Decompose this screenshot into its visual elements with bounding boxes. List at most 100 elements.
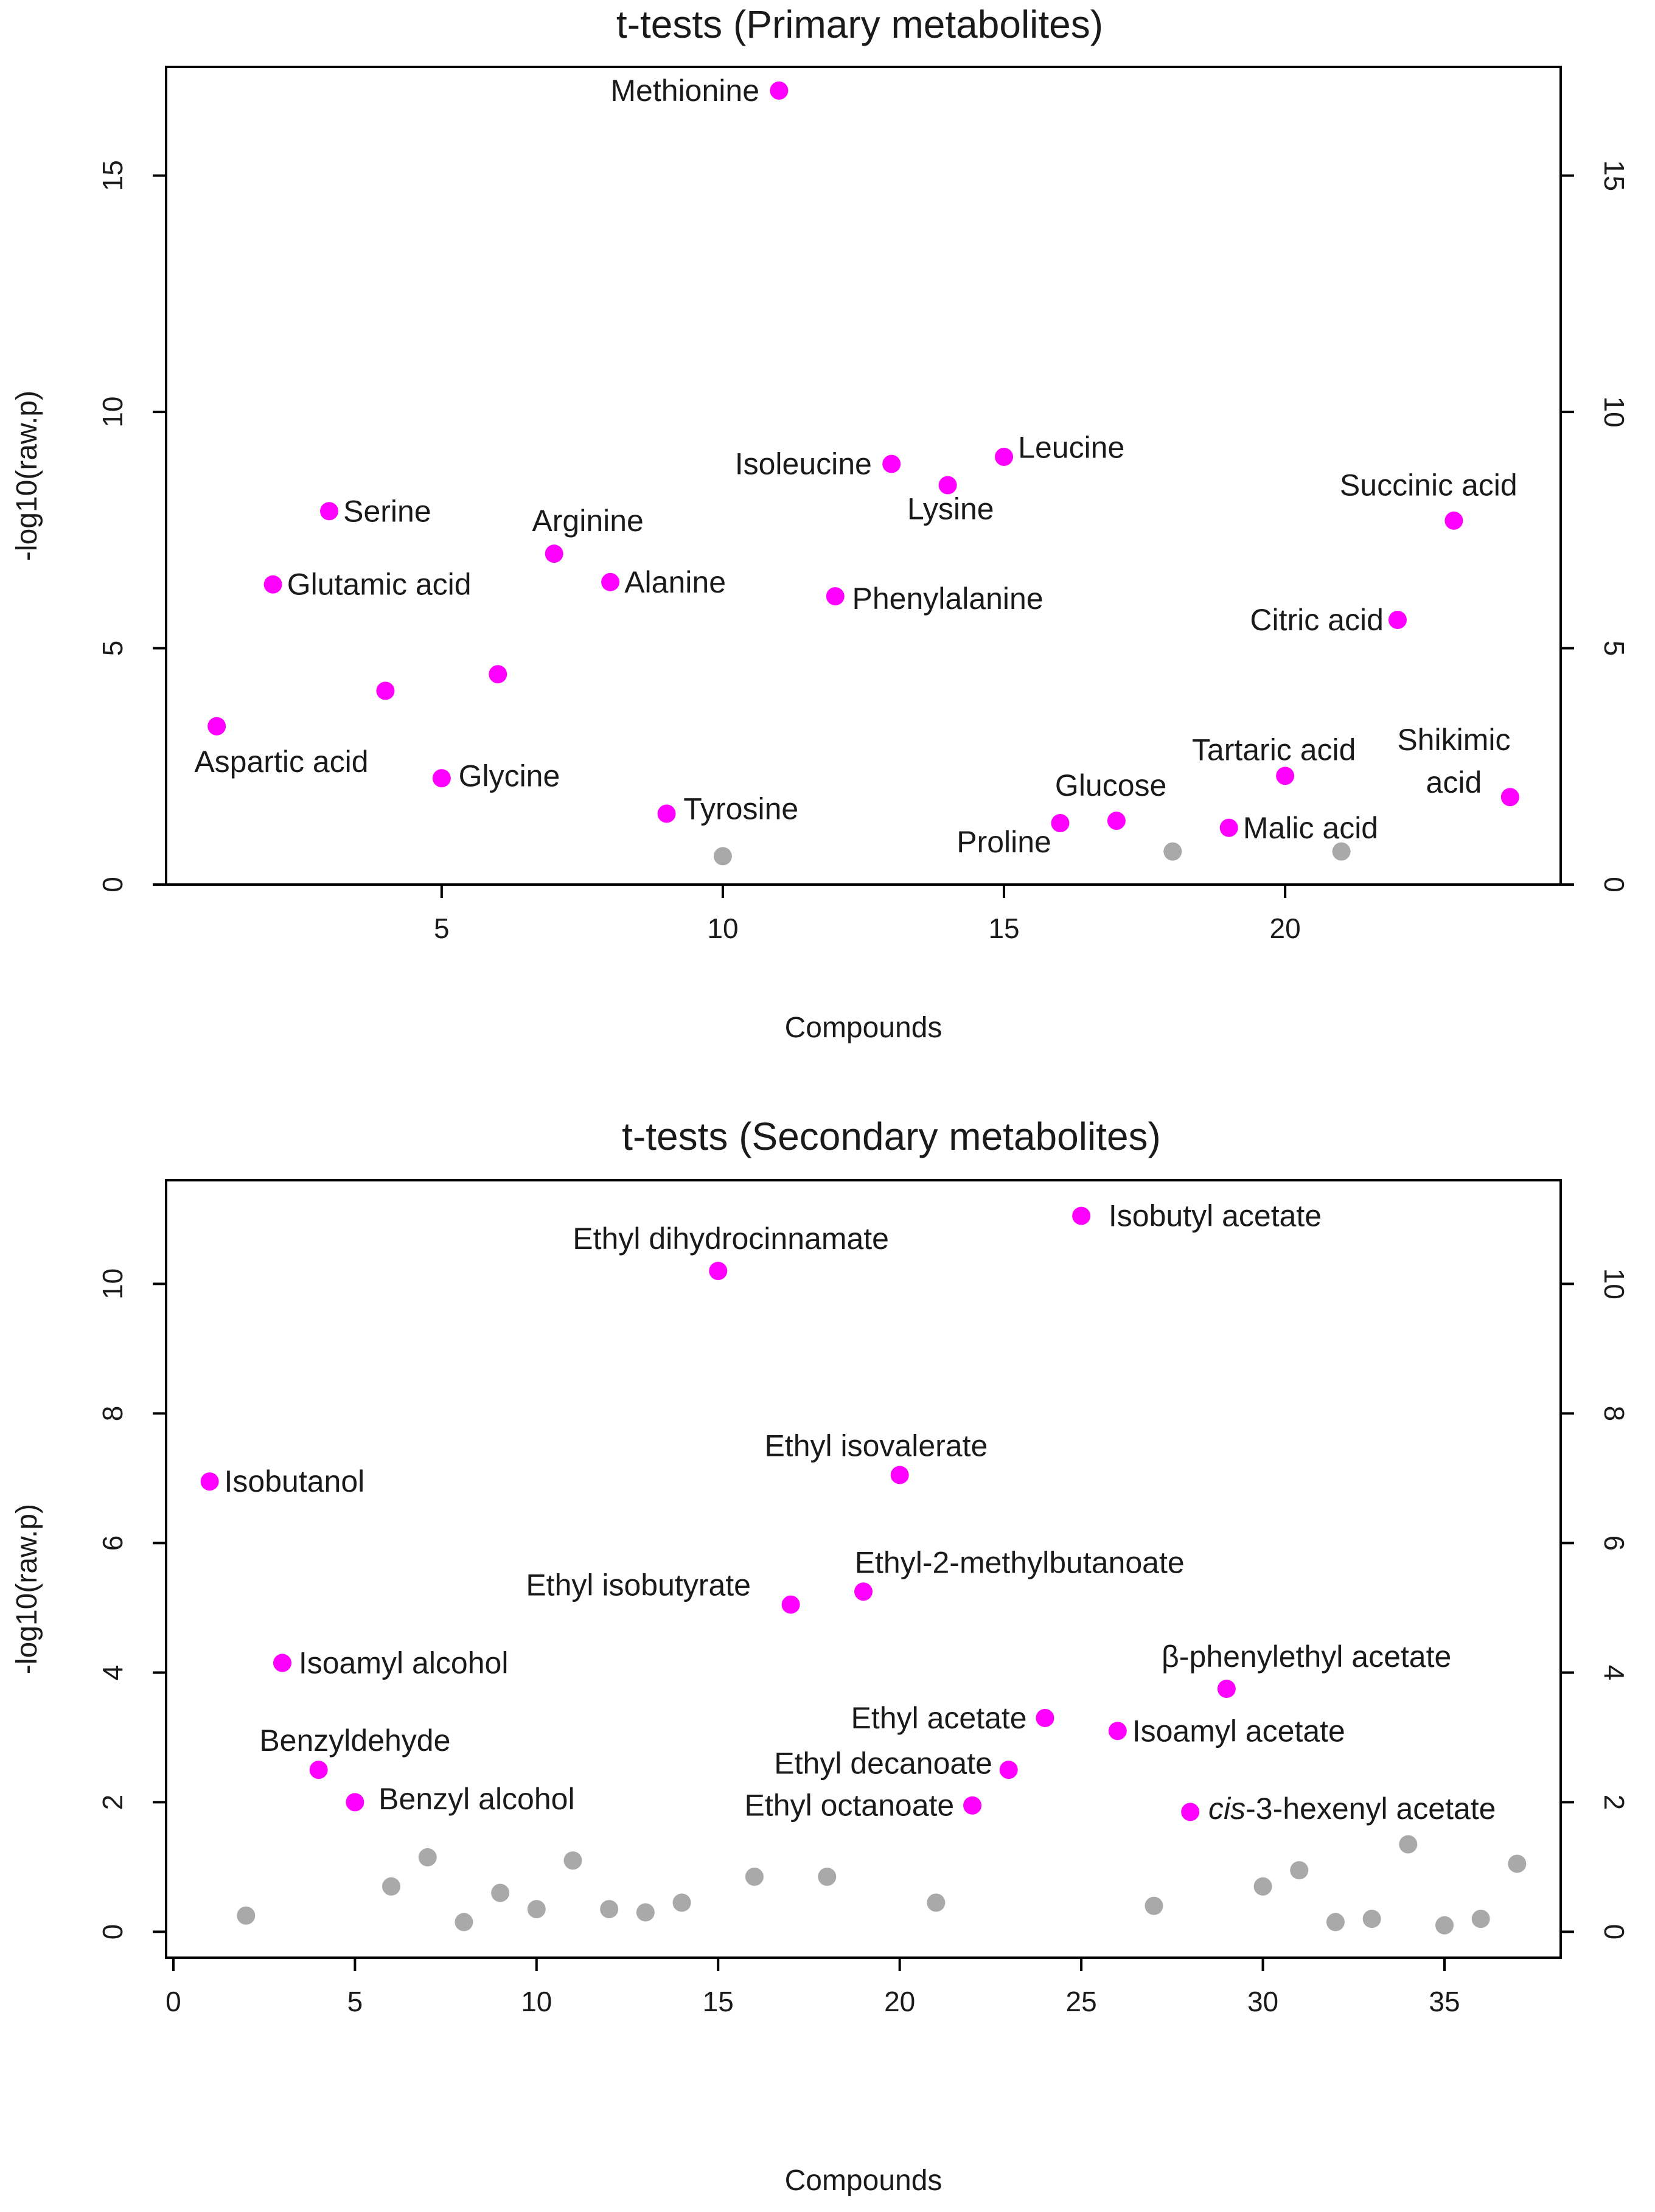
nonsignificant-point [1435,1916,1454,1935]
y-tick-label: 15 [97,160,128,191]
nonsignificant-point [491,1883,510,1902]
point-label: Glutamic acid [287,568,472,602]
significant-point [1072,1206,1091,1225]
significant-point [1107,812,1126,830]
nonsignificant-point [600,1900,619,1919]
significant-point [1388,610,1407,629]
significant-point [346,1793,364,1812]
axis-ticks: 0 5 10 15 20 25 30 35 0 0 2 2 4 4 6 6 8 8 10 10 [97,1268,1630,2017]
significant-point [938,476,957,495]
significant-point [601,572,620,591]
point-label: Arginine [532,504,643,538]
point-label: Shikimic [1397,723,1510,757]
significant-point [781,1595,800,1614]
y-tick-label: 10 [97,1268,128,1299]
right-y-tick-label: 5 [1598,641,1630,656]
right-y-tick-label: 6 [1598,1536,1630,1551]
point-label: Lysine [907,492,994,526]
significant-point [545,544,563,563]
point-label: Citric acid [1250,603,1383,637]
point-label: Ethyl isobutyrate [526,1568,751,1602]
nonsignificant-point [455,1913,473,1932]
significant-point [826,587,845,606]
y-tick-label: 2 [97,1795,128,1810]
significant-point [1219,818,1238,837]
nonsignificant-point [1332,842,1351,861]
significant-point [995,447,1014,466]
nonsignificant-point [237,1906,256,1925]
significant-point [1276,767,1295,785]
x-tick-label: 0 [166,1986,181,2017]
secondary-metabolites-panel: t-tests (Secondary metabolites) Compound… [11,1115,1630,2197]
significant-point [1036,1708,1054,1727]
nonsignificant-point [1163,842,1182,861]
point-label: cis-3-hexenyl acetate [1208,1792,1496,1826]
nonsignificant-point [672,1893,691,1912]
point-label: Isoamyl acetate [1132,1714,1345,1748]
y-tick-label: 5 [97,641,128,656]
x-tick-label: 10 [707,913,738,944]
significant-point [963,1796,982,1815]
nonsignificant-point [1253,1877,1272,1896]
significant-point [489,665,507,684]
right-y-tick-label: 0 [1598,1924,1630,1940]
nonsignificant-point [713,847,732,866]
significant-point [273,1654,291,1672]
y-axis-label: -log10(raw.p) [11,391,43,561]
right-y-tick-label: 8 [1598,1406,1630,1422]
significant-point [207,717,226,736]
significant-point [709,1262,728,1281]
y-tick-label: 0 [97,877,128,892]
x-tick-label: 20 [1270,913,1301,944]
point-label: Methionine [610,74,759,108]
significant-point [309,1761,328,1779]
significant-point [1217,1680,1236,1699]
x-tick-label: 25 [1066,1986,1097,2017]
point-label: Glucose [1055,768,1166,802]
nonsignificant-point [1471,1910,1490,1929]
x-tick-label: 20 [884,1986,915,2017]
data-points: Aspartic acid Glutamic acid Serine Glycine A… [194,74,1519,866]
significant-point [770,81,789,100]
point-label: β-phenylethyl acetate [1162,1640,1451,1674]
point-label: Isobutanol [225,1464,365,1498]
point-label: Succinic acid [1340,468,1517,503]
nonsignificant-point [1399,1835,1418,1854]
x-tick-label: 15 [988,913,1019,944]
point-label: Malic acid [1243,811,1378,845]
point-label: Benzyl alcohol [378,1782,574,1816]
nonsignificant-point [745,1867,764,1886]
significant-point [320,502,339,521]
right-y-tick-label: 15 [1598,160,1630,191]
point-label: Proline [956,825,1051,859]
point-label: Tyrosine [683,792,798,826]
significant-point [1051,814,1070,833]
y-tick-label: 10 [97,397,128,428]
significant-point [1108,1722,1127,1741]
significant-point [882,454,901,473]
y-axis-label: -log10(raw.p) [11,1504,43,1674]
nonsignificant-point [927,1893,946,1912]
data-points: Isobutanol Isoamyl alcohol Benzyldehyde Ben… [200,1199,1527,1935]
nonsignificant-point [382,1877,401,1896]
right-y-tick-label: 2 [1598,1795,1630,1810]
point-label: Isoamyl alcohol [299,1646,509,1680]
x-tick-label: 15 [703,1986,734,2017]
nonsignificant-point [1145,1896,1163,1915]
x-tick-label: 10 [521,1986,552,2017]
significant-point [1500,788,1519,807]
nonsignificant-point [1508,1854,1527,1873]
right-y-tick-label: 10 [1598,397,1630,428]
significant-point [200,1472,219,1491]
y-tick-label: 4 [97,1665,128,1681]
nonsignificant-point [418,1848,437,1866]
significant-point [376,681,395,700]
right-y-tick-label: 0 [1598,877,1630,892]
point-label: Isoleucine [735,447,872,481]
point-label: Isobutyl acetate [1109,1199,1322,1233]
point-label: Ethyl decanoate [774,1747,992,1781]
point-label: Glycine [459,759,560,793]
point-label: Leucine [1018,430,1124,464]
